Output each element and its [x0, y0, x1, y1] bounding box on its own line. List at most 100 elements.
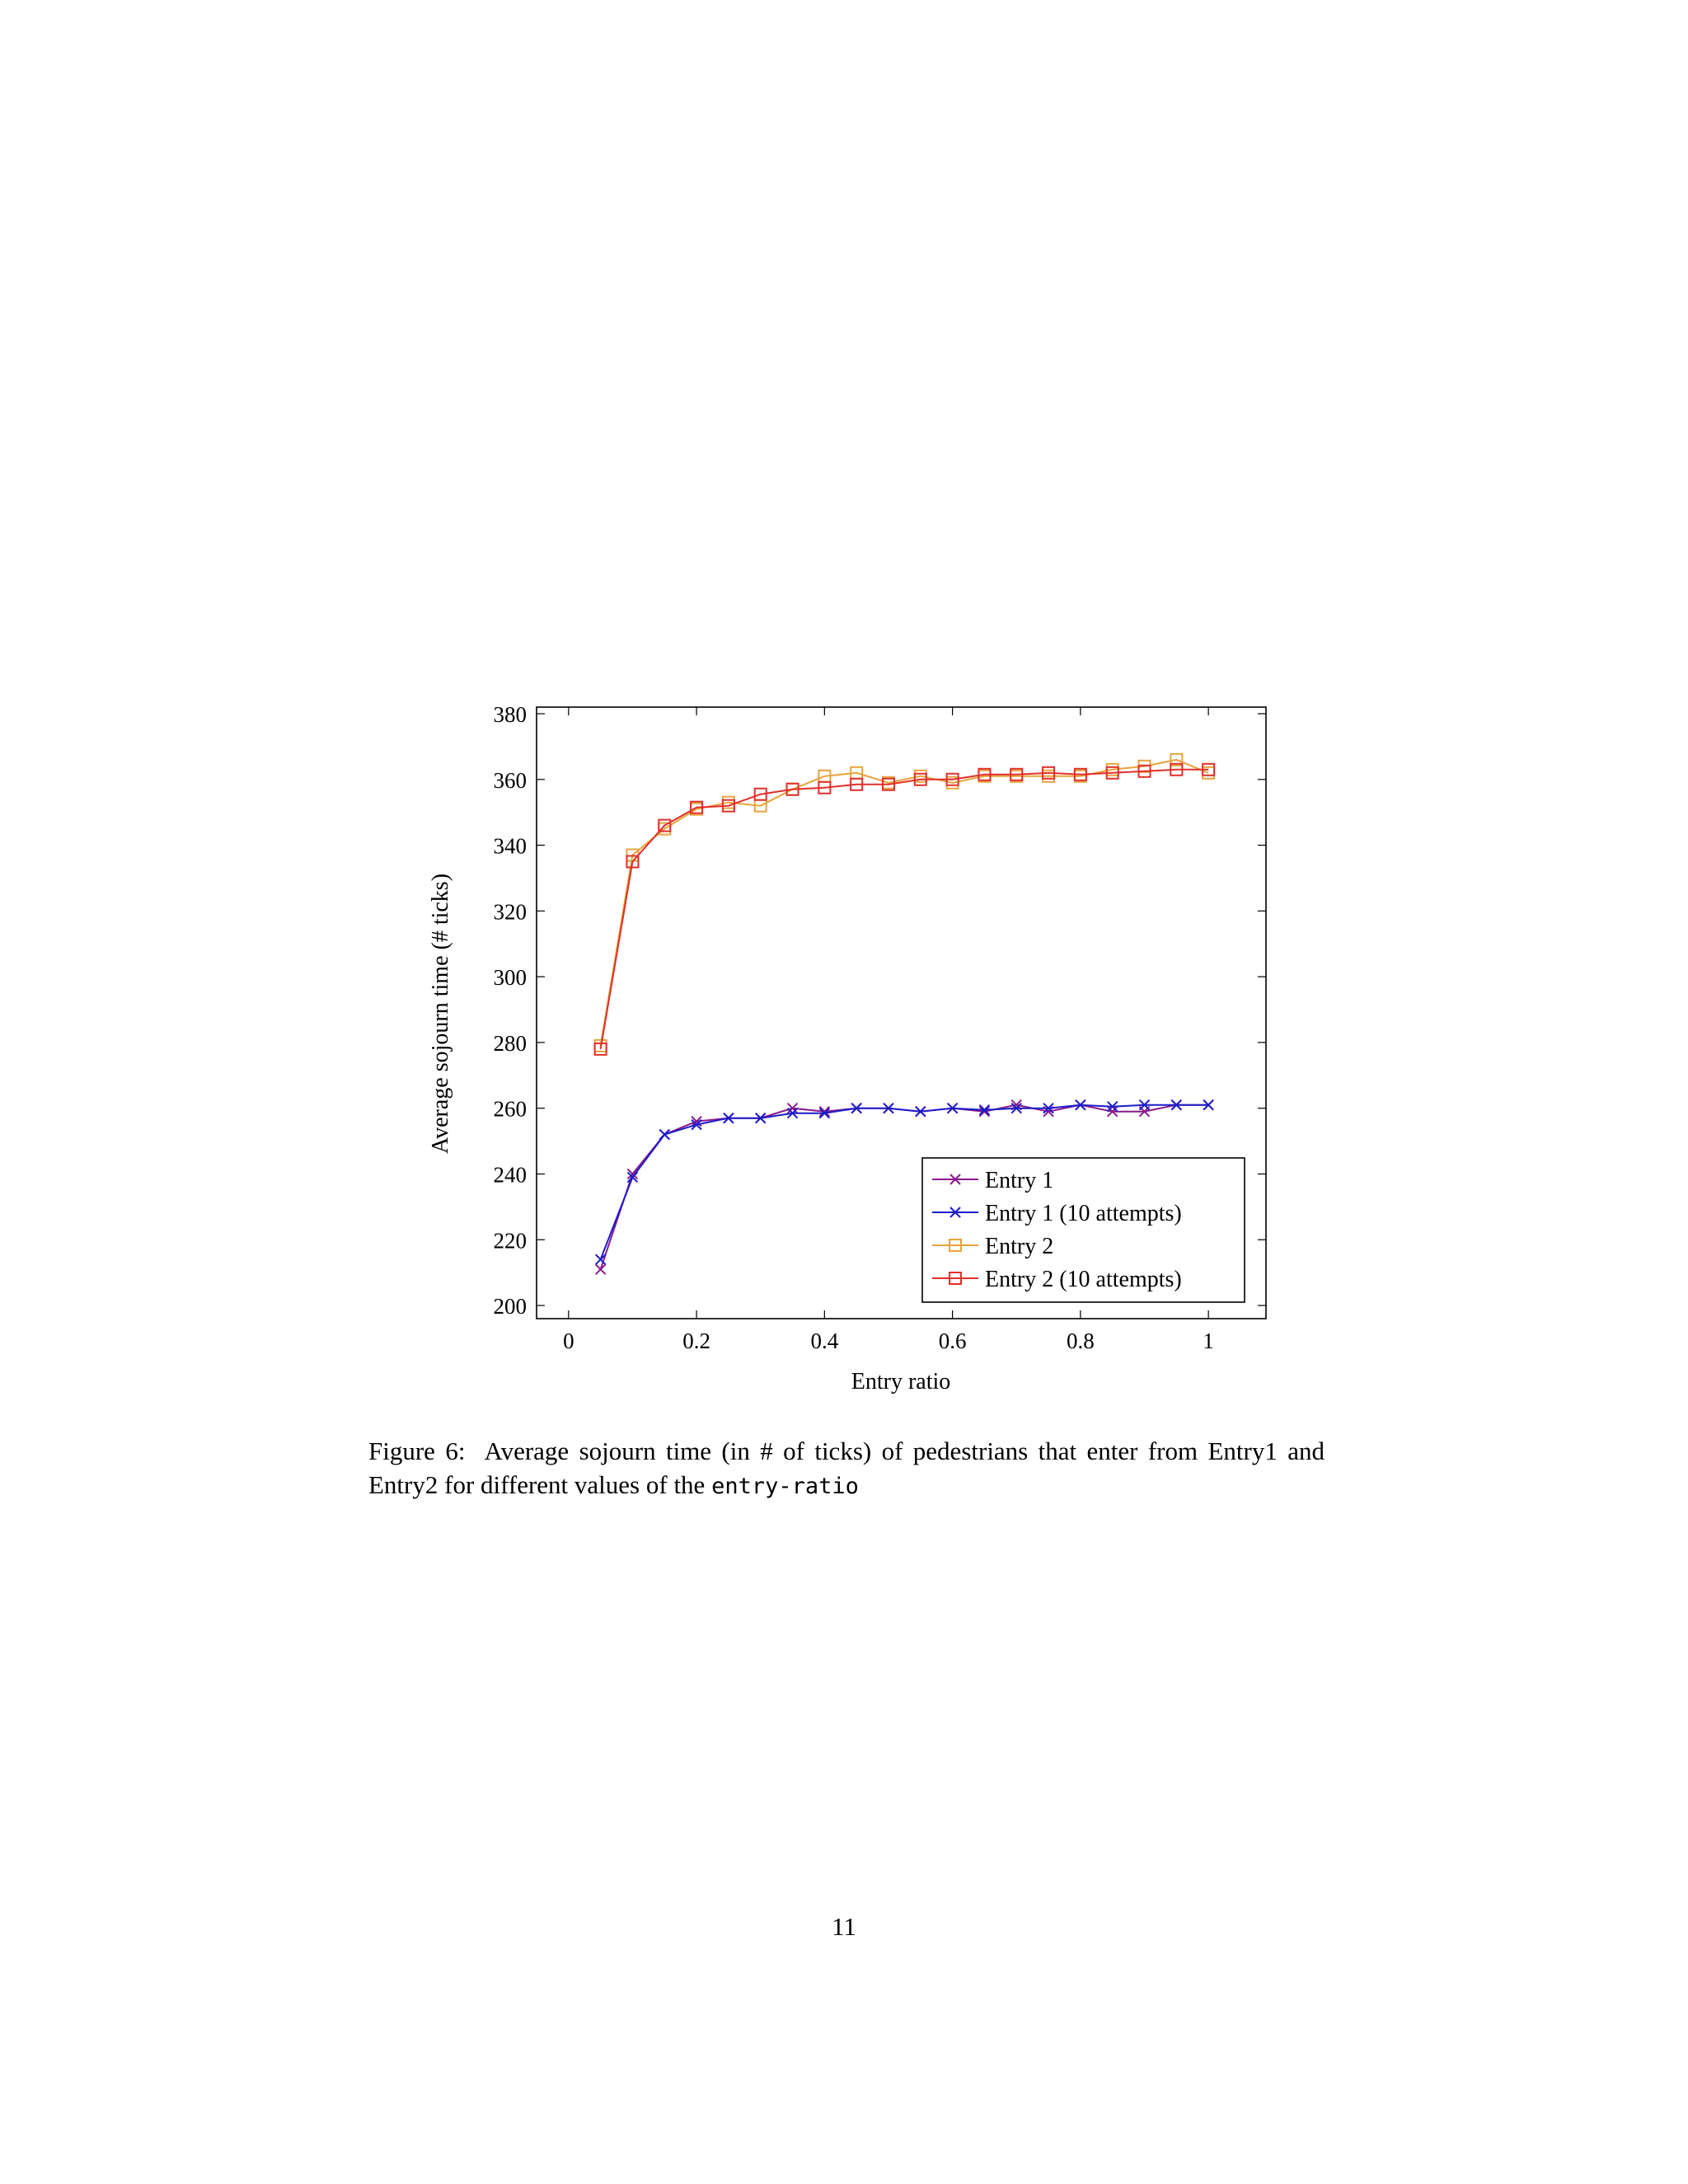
data-point: [755, 1112, 767, 1124]
data-point: [818, 1105, 831, 1118]
plot-axes: [536, 706, 1267, 1319]
data-point: [818, 780, 832, 794]
marker-stroke: [659, 1128, 670, 1141]
y-tick-label: 300: [494, 965, 528, 990]
data-point: [753, 787, 767, 801]
marker-stroke: [818, 1107, 831, 1119]
legend-entry: Entry 2: [932, 1234, 1053, 1259]
marker-stroke: [691, 1115, 702, 1127]
legend-marker: [949, 1272, 962, 1285]
data-point: [690, 800, 704, 814]
legend-entry: Entry 1 (10 attempts): [932, 1201, 1182, 1226]
data-point: [1170, 762, 1184, 776]
marker-stroke: [1043, 1102, 1054, 1114]
marker-stroke: [851, 1102, 862, 1114]
legend-label: Entry 1: [985, 1168, 1053, 1193]
data-point: [786, 1107, 799, 1119]
legend-marker: [950, 1174, 961, 1185]
data-point: [851, 1102, 862, 1114]
series-2: [594, 1099, 1214, 1265]
marker-stroke: [978, 1105, 991, 1118]
y-tick-label: 200: [494, 1294, 528, 1319]
marker-stroke: [883, 1102, 894, 1114]
y-axis-label: Average sojourn time (# ticks): [428, 874, 453, 1154]
series-3: [593, 752, 1216, 1052]
marker-stroke: [915, 1105, 926, 1118]
figure-label: Figure 6:: [368, 1436, 466, 1465]
x-axis-label: Entry ratio: [851, 1369, 951, 1394]
data-point: [1106, 1105, 1118, 1118]
x-tick-label: 0.8: [1067, 1329, 1095, 1353]
marker-stroke: [1138, 1099, 1151, 1111]
data-point: [594, 1254, 607, 1265]
data-point: [1170, 752, 1184, 766]
y-tick-label: 280: [494, 1031, 528, 1056]
marker-stroke: [626, 1171, 639, 1183]
data-point: [626, 1171, 639, 1183]
figure-caption: Figure 6: Average sojourn time (in # of …: [368, 1434, 1325, 1503]
data-point: [1042, 766, 1056, 780]
caption-text: Average sojourn time (in # of ticks) of …: [368, 1436, 1325, 1499]
marker-stroke: [786, 1107, 799, 1119]
page-number: 11: [832, 1912, 856, 1941]
legend-label: Entry 1 (10 attempts): [985, 1201, 1182, 1226]
x-tick-label: 0.4: [810, 1329, 838, 1353]
data-point: [978, 1104, 991, 1116]
x-tick-label: 0: [563, 1329, 574, 1353]
caption-code: entry-ratio: [711, 1474, 859, 1499]
data-point: [626, 855, 640, 869]
data-point: [883, 1102, 894, 1114]
data-point: [1170, 1099, 1183, 1111]
marker-stroke: [691, 1118, 702, 1131]
y-tick-label: 360: [494, 768, 528, 793]
series-4: [593, 762, 1216, 1056]
line-chart: 200 220 240 260 280 300 320 340 360 380 0 0.2 0.4 0.6…: [428, 702, 1267, 1394]
plot-frame: [536, 706, 1267, 1319]
data-point: [1105, 766, 1119, 780]
data-point: [1010, 1102, 1022, 1114]
marker-stroke: [1010, 1102, 1022, 1114]
data-point: [659, 1128, 670, 1141]
marker-stroke: [1106, 1100, 1118, 1113]
data-point: [946, 1102, 959, 1114]
data-point: [1203, 1099, 1214, 1111]
marker-stroke: [626, 1168, 639, 1180]
legend-entry: Entry 2 (10 attempts): [932, 1267, 1182, 1292]
data-point: [818, 1107, 831, 1119]
data-point: [913, 772, 927, 786]
data-point: [593, 1042, 607, 1056]
data-point: [594, 1263, 607, 1275]
legend-label: Entry 2 (10 attempts): [985, 1267, 1182, 1292]
data-point: [881, 777, 895, 791]
marker-stroke: [1203, 1099, 1214, 1111]
data-point: [850, 777, 864, 791]
marker-stroke: [723, 1112, 734, 1124]
x-tick-label: 0.2: [682, 1329, 710, 1353]
data-point: [1106, 1100, 1118, 1113]
y-tick-label: 260: [494, 1097, 528, 1122]
data-point: [658, 818, 672, 832]
marker-stroke: [1106, 1105, 1118, 1118]
data-point: [978, 767, 992, 781]
y-tick-label: 240: [494, 1162, 528, 1187]
data-point: [1010, 767, 1024, 781]
x-tick-label: 1: [1203, 1329, 1214, 1353]
marker-stroke: [946, 1102, 959, 1114]
y-tick-label: 340: [494, 834, 528, 859]
y-tick-label: 220: [494, 1228, 528, 1253]
data-point: [915, 1105, 926, 1118]
data-point: [723, 1112, 734, 1124]
marker-stroke: [1075, 1099, 1086, 1111]
data-point: [1073, 767, 1087, 781]
legend-marker: [949, 1239, 962, 1252]
series-line: [599, 1104, 1209, 1260]
x-tick-label: 0.6: [939, 1329, 967, 1353]
data-point: [1138, 1099, 1151, 1111]
data-point: [785, 782, 799, 796]
marker-stroke: [1170, 1099, 1183, 1111]
marker-stroke: [950, 1207, 961, 1218]
marker-stroke: [594, 1254, 607, 1265]
axis-ticks: 200 220 240 260 280 300 320 340 360 380 0 0.2 0.4 0.6…: [494, 702, 1266, 1353]
data-point: [1137, 764, 1151, 778]
marker-stroke: [950, 1174, 961, 1185]
